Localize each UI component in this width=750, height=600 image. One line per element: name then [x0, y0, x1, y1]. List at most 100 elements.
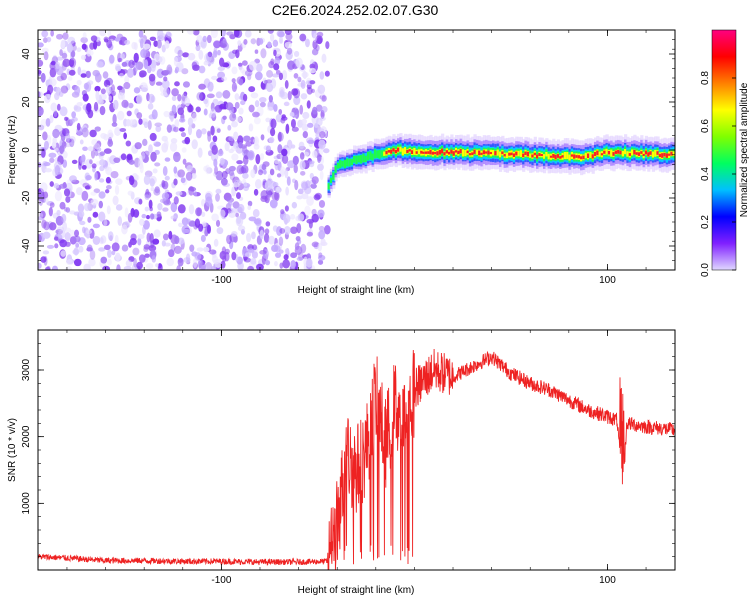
ridge-segment — [503, 153, 507, 157]
noise-blob — [159, 56, 166, 65]
noise-blob — [325, 41, 330, 50]
noise-blob — [126, 68, 135, 78]
noise-blob — [306, 231, 313, 237]
noise-blob — [126, 110, 132, 117]
noise-blob — [102, 71, 109, 79]
noise-blob — [234, 101, 240, 109]
noise-blob — [116, 264, 121, 270]
noise-blob — [89, 159, 93, 165]
noise-blob — [279, 227, 286, 234]
noise-blob — [205, 196, 213, 207]
noise-blob — [309, 80, 316, 85]
noise-blob — [110, 90, 117, 97]
colorbar-tick-label: 0.6 — [700, 119, 711, 133]
ridge-segment — [619, 150, 623, 155]
noise-blob — [217, 49, 221, 56]
noise-blob — [217, 149, 224, 157]
noise-blob — [79, 139, 84, 145]
noise-blob — [154, 122, 163, 127]
noise-blob — [201, 211, 206, 218]
ridge-segment — [624, 149, 628, 155]
noise-blob — [107, 249, 112, 258]
ridge-segment — [628, 153, 632, 156]
noise-blob — [41, 30, 49, 38]
noise-blob — [280, 209, 285, 215]
noise-blob — [114, 185, 120, 196]
noise-blob — [133, 87, 141, 94]
noise-blob — [284, 168, 289, 179]
noise-blob — [258, 38, 264, 45]
noise-blob — [177, 94, 182, 102]
noise-blob — [40, 148, 46, 158]
noise-blob — [88, 258, 96, 267]
noise-blob — [284, 30, 292, 36]
noise-blob — [302, 111, 310, 120]
ridge-segment — [445, 150, 449, 154]
noise-blob — [38, 124, 45, 131]
noise-blob — [247, 200, 253, 207]
noise-blob — [173, 166, 178, 174]
ridge-segment — [420, 150, 424, 154]
noise-blob — [148, 93, 155, 104]
ridge-segment — [517, 150, 521, 157]
noise-blob — [201, 128, 207, 135]
noise-blob — [222, 90, 231, 99]
noise-blob — [90, 191, 97, 196]
noise-blob — [186, 165, 193, 172]
ridge-segment — [542, 154, 547, 159]
noise-blob — [128, 119, 136, 126]
noise-blob — [317, 153, 322, 164]
noise-blob — [236, 216, 242, 225]
ridge-segment — [434, 151, 438, 155]
noise-blob — [212, 259, 220, 265]
ridge-segment — [524, 151, 528, 155]
noise-blob — [148, 144, 153, 154]
noise-blob — [156, 211, 162, 218]
snr-marks — [38, 348, 675, 570]
noise-blob — [219, 40, 228, 48]
noise-blob — [242, 172, 249, 179]
noise-blob — [213, 158, 218, 168]
noise-blob — [191, 111, 197, 119]
colorbar-ticks: 0.0 0.2 0.4 0.6 0.8 — [700, 71, 736, 277]
noise-blob — [233, 131, 239, 141]
noise-blob — [93, 40, 98, 50]
ridge-segment — [637, 152, 642, 156]
ridge-segment — [554, 154, 558, 160]
noise-blob — [282, 154, 289, 165]
noise-blob — [117, 92, 124, 100]
noise-blob — [311, 30, 317, 39]
ridge-segment — [598, 151, 602, 157]
ridge-segment — [480, 152, 484, 155]
noise-blob — [268, 61, 275, 69]
noise-blob — [270, 118, 277, 129]
noise-blob — [139, 70, 147, 78]
noise-blob — [317, 209, 325, 218]
noise-blob — [46, 36, 52, 43]
noise-blob — [319, 116, 326, 121]
noise-blob — [71, 111, 77, 119]
noise-blob — [154, 162, 161, 167]
noise-blob — [243, 135, 251, 142]
noise-blob — [92, 235, 101, 245]
noise-blob — [100, 88, 106, 95]
noise-blob — [73, 247, 79, 256]
noise-blob — [62, 150, 68, 159]
noise-blob — [300, 93, 308, 100]
noise-blob — [309, 63, 316, 70]
noise-blob — [164, 139, 169, 150]
ridge-segment — [489, 152, 493, 155]
ridge-segment — [654, 149, 658, 157]
noise-blob — [297, 76, 302, 83]
noise-blob — [254, 49, 259, 54]
noise-blob — [253, 188, 259, 196]
noise-blob — [149, 213, 155, 220]
noise-blob — [274, 261, 278, 267]
noise-blob — [273, 103, 278, 112]
noise-blob — [237, 40, 242, 46]
noise-blob — [117, 85, 123, 91]
noise-blob — [139, 38, 144, 49]
noise-blob — [40, 256, 47, 263]
noise-blob — [61, 52, 68, 59]
noise-blob — [318, 139, 326, 150]
